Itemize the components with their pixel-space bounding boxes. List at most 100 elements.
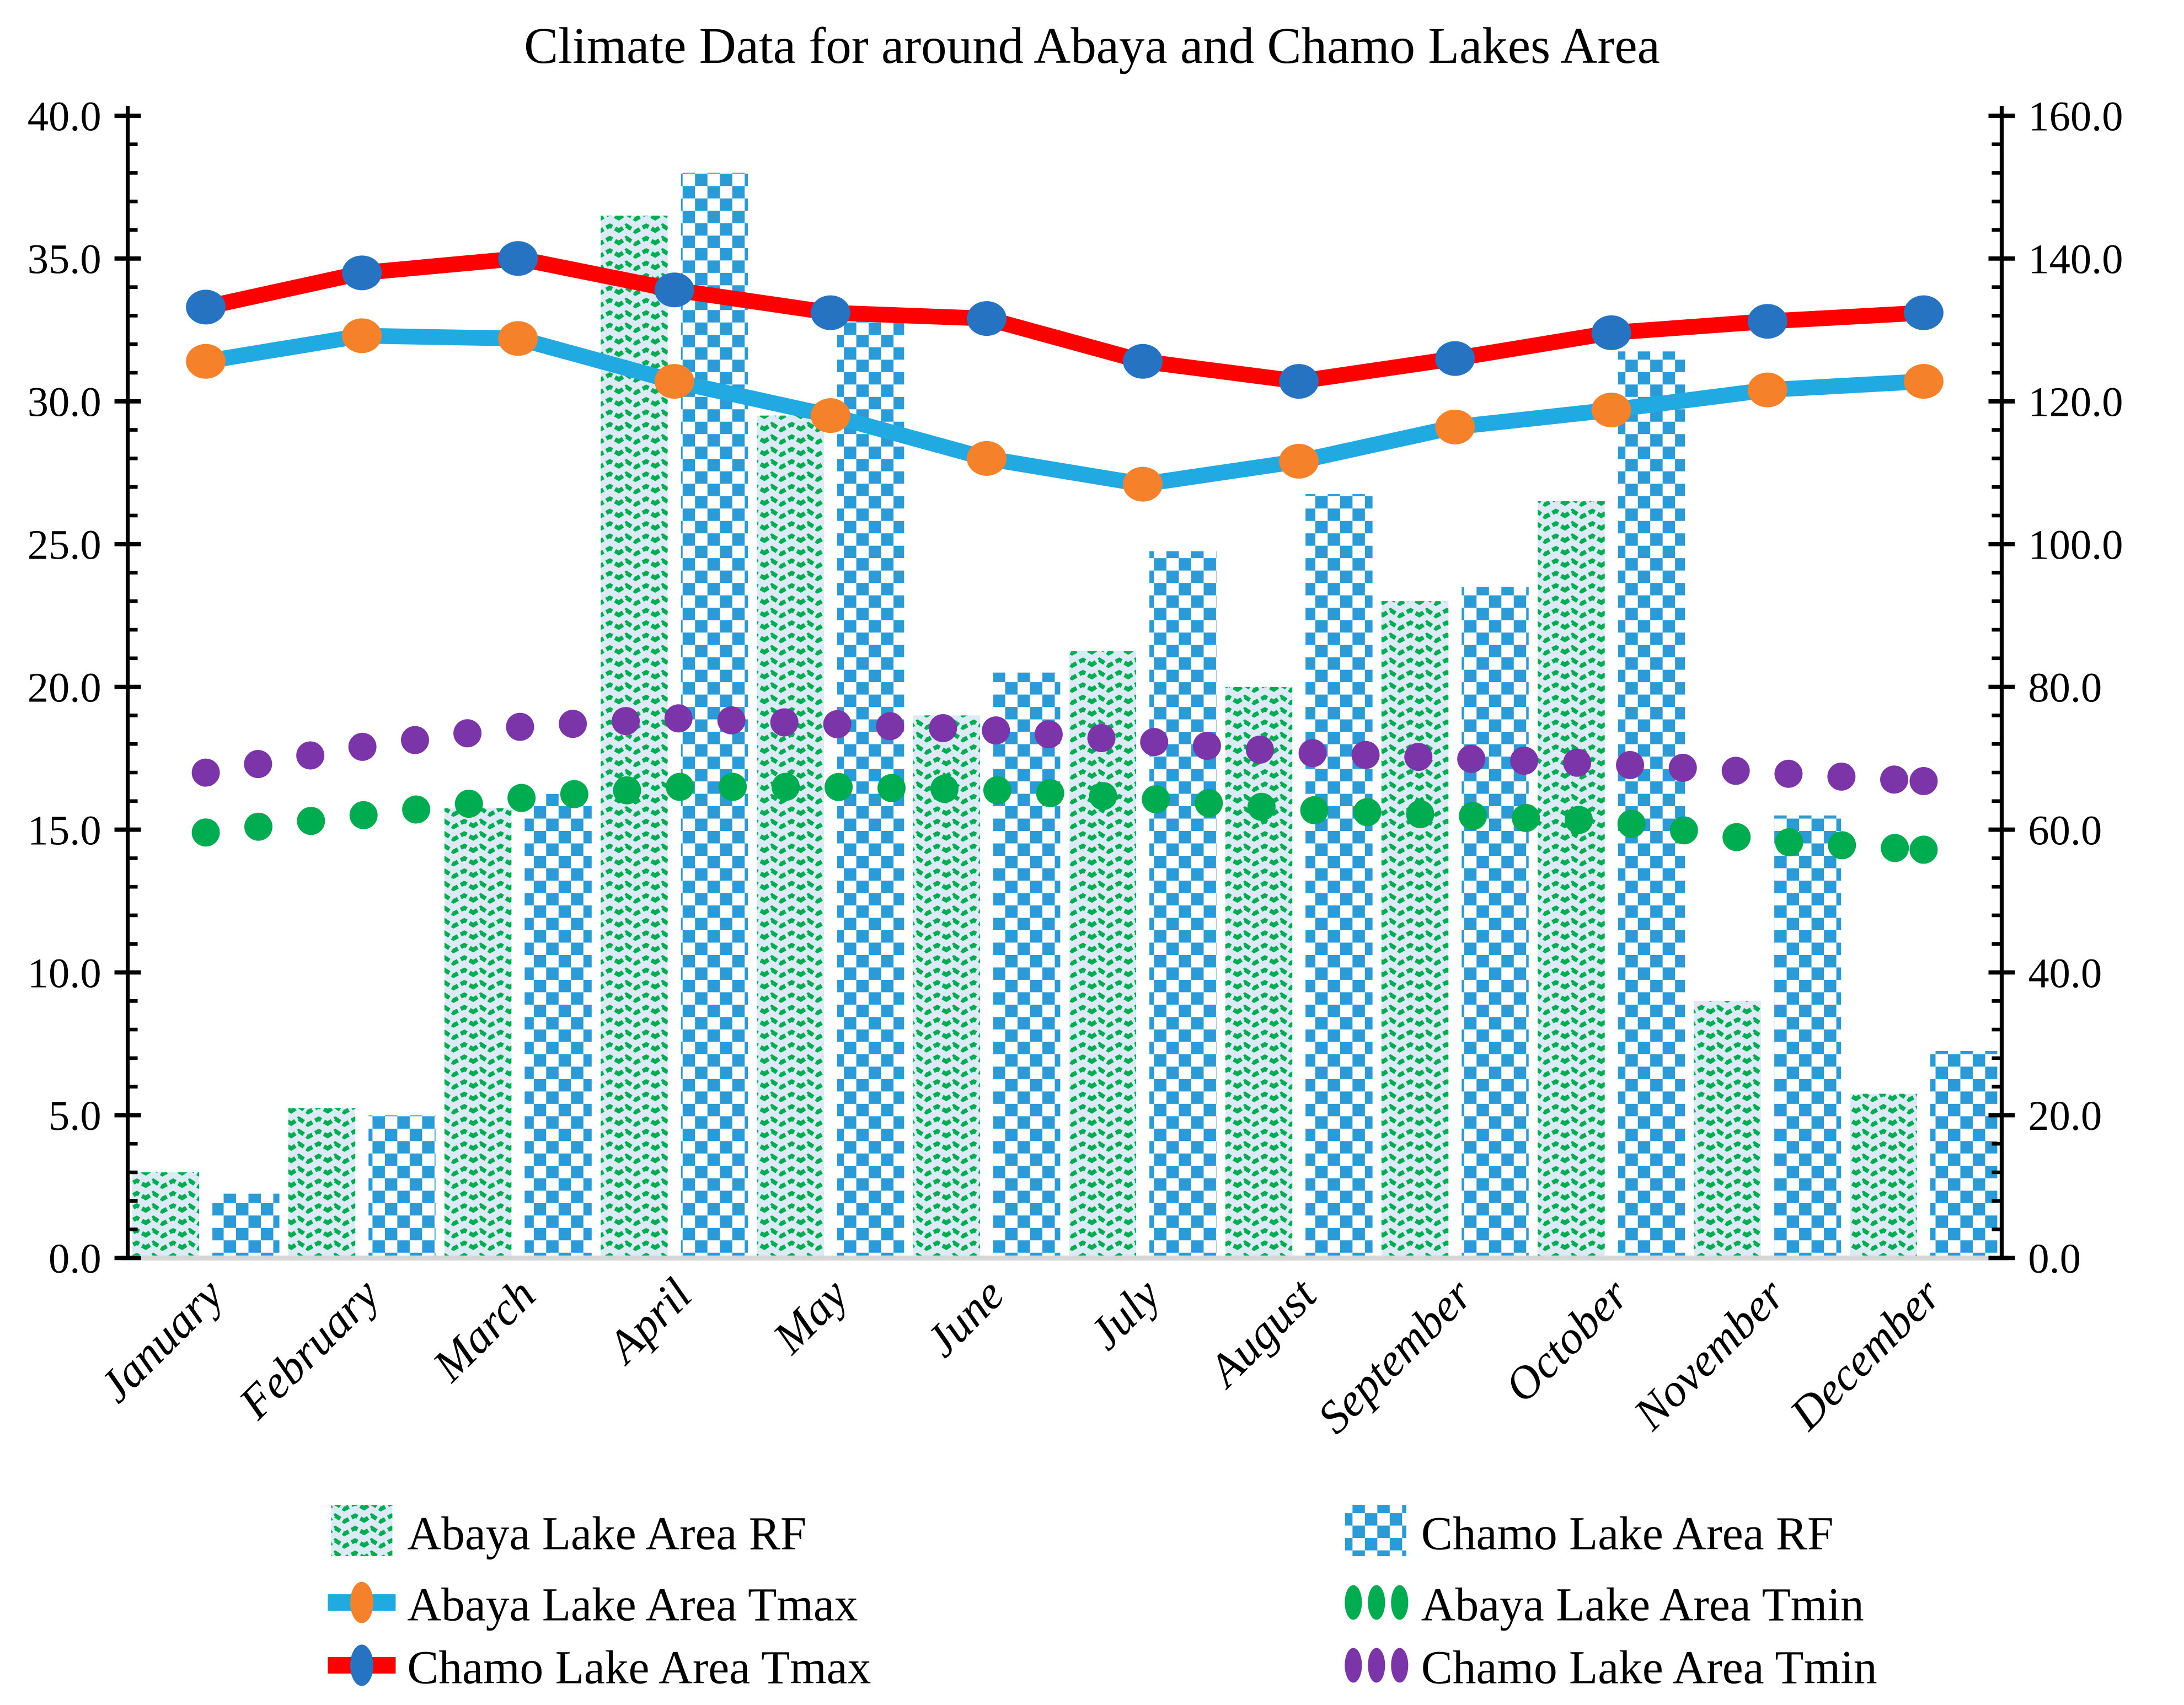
left-axis-tick-label: 5.0 xyxy=(49,1092,101,1139)
left-axis-tick-label: 10.0 xyxy=(28,950,101,996)
dotted-series-layer xyxy=(191,704,1938,864)
chamo-rf-bar-december[interactable] xyxy=(1930,1050,1998,1258)
chamo-lake-area-tmax-marker-december[interactable] xyxy=(1903,295,1944,330)
month-label-october: October xyxy=(1495,1269,1639,1413)
abaya-lake-area-tmax-marker-october[interactable] xyxy=(1591,392,1631,427)
left-axis-tick-label: 0.0 xyxy=(49,1235,101,1282)
abaya-rf-bar-november[interactable] xyxy=(1694,1001,1761,1258)
right-axis-tick-label: 160.0 xyxy=(2028,93,2123,140)
chamo-rf-bar-august[interactable] xyxy=(1305,494,1373,1258)
left-axis-tick-label: 25.0 xyxy=(28,521,101,568)
abaya-lake-area-tmax-marker-june[interactable] xyxy=(966,441,1007,476)
legend-item-chamo-lake-area-tmin[interactable]: Chamo Lake Area Tmin xyxy=(1345,1642,1877,1694)
chamo-rf-bar-november[interactable] xyxy=(1774,815,1842,1258)
abaya-rf-bar-may[interactable] xyxy=(757,415,824,1258)
chamo-lake-area-tmax-marker-march[interactable] xyxy=(498,241,538,276)
chamo-rf-bar-october[interactable] xyxy=(1618,351,1685,1258)
month-label-september: September xyxy=(1308,1269,1482,1444)
chamo-rf-bar-march[interactable] xyxy=(524,793,592,1258)
chamo-lake-area-tmax-line[interactable] xyxy=(186,241,1944,399)
abaya-lake-area-tmax-line[interactable] xyxy=(186,318,1944,502)
abaya-lake-area-tmax-marker-may[interactable] xyxy=(810,398,850,433)
left-axis-tick-label: 40.0 xyxy=(28,93,101,140)
abaya-rf-bar-march[interactable] xyxy=(444,808,512,1258)
month-label-july: July xyxy=(1079,1269,1170,1360)
chamo-rf-bar-july[interactable] xyxy=(1149,551,1217,1258)
chamo-lake-area-tmax-marker-july[interactable] xyxy=(1123,344,1163,379)
legend-label[interactable]: Abaya Lake Area Tmax xyxy=(407,1579,858,1631)
abaya-lake-area-tmax-marker-february[interactable] xyxy=(342,318,382,353)
left-axis-tick-label: 30.0 xyxy=(28,379,101,426)
abaya-rf-bar-december[interactable] xyxy=(1850,1093,1917,1258)
legend-label[interactable]: Chamo Lake Area RF xyxy=(1421,1508,1834,1560)
right-axis-tick-label: 40.0 xyxy=(2028,950,2102,996)
chamo-rf-bar-february[interactable] xyxy=(368,1115,436,1258)
right-axis-tick-label: 140.0 xyxy=(2028,236,2123,283)
left-axis-tick-label: 35.0 xyxy=(28,236,101,283)
month-label-august: August xyxy=(1197,1268,1327,1398)
abaya-rf-bar-april[interactable] xyxy=(601,216,668,1258)
month-label-june: June xyxy=(916,1269,1014,1367)
abaya-lake-area-tmax-marker-july[interactable] xyxy=(1123,467,1163,502)
abaya-rf-bar-october[interactable] xyxy=(1538,501,1605,1258)
chamo-rf-bar-september[interactable] xyxy=(1462,587,1529,1258)
chamo-lake-area-tmax-marker-january[interactable] xyxy=(186,289,226,325)
chamo-lake-area-tmax-marker-october[interactable] xyxy=(1591,315,1631,350)
chamo-lake-area-tmin-dotted-line[interactable] xyxy=(191,704,1938,795)
right-axis-tick-label: 120.0 xyxy=(2028,379,2123,426)
abaya-lake-area-tmax-marker-september[interactable] xyxy=(1435,409,1475,444)
month-label-april: April xyxy=(596,1269,702,1374)
abaya-rf-bar-july[interactable] xyxy=(1069,651,1137,1258)
legend: Abaya Lake Area RF Chamo Lake Area RF Abay… xyxy=(328,1505,1877,1694)
abaya-lake-area-tmax-marker-august[interactable] xyxy=(1279,443,1319,479)
legend-label[interactable]: Abaya Lake Area Tmin xyxy=(1421,1579,1864,1631)
abaya-rf-bar-february[interactable] xyxy=(288,1108,356,1258)
abaya-lake-area-tmax-marker-april[interactable] xyxy=(654,364,694,399)
chamo-lake-area-tmax-marker-september[interactable] xyxy=(1435,341,1475,376)
legend-label[interactable]: Abaya Lake Area RF xyxy=(407,1508,806,1560)
abaya-rf-bar-august[interactable] xyxy=(1225,687,1293,1258)
month-label-february: February xyxy=(229,1268,389,1429)
legend-label[interactable]: Chamo Lake Area Tmin xyxy=(1421,1642,1877,1694)
chamo-lake-area-tmax-marker-may[interactable] xyxy=(810,295,850,330)
abaya-rf-bar-june[interactable] xyxy=(913,715,980,1258)
month-label-december: December xyxy=(1780,1269,1951,1440)
chamo-rf-bar-january[interactable] xyxy=(212,1193,280,1258)
abaya-lake-area-tmax-marker-march[interactable] xyxy=(498,321,538,356)
abaya-lake-area-tmax-marker-january[interactable] xyxy=(186,344,226,379)
chart-title[interactable]: Climate Data for around Abaya and Chamo … xyxy=(524,18,1660,74)
right-axis-tick-label: 60.0 xyxy=(2028,807,2102,854)
month-label-january: January xyxy=(89,1268,233,1412)
right-axis-tick-label: 80.0 xyxy=(2028,664,2102,711)
legend-item-abaya-lake-area-tmax[interactable]: Abaya Lake Area Tmax xyxy=(328,1579,858,1631)
line-series-layer xyxy=(186,241,1944,502)
month-label-november: November xyxy=(1624,1269,1795,1440)
chamo-lake-area-tmax-marker-august[interactable] xyxy=(1279,364,1319,399)
abaya-rf-bar-january[interactable] xyxy=(132,1172,200,1258)
chamo-lake-area-tmax-marker-june[interactable] xyxy=(966,301,1007,336)
left-axis-tick-label: 20.0 xyxy=(28,664,101,711)
month-label-may: May xyxy=(763,1268,858,1363)
legend-item-abaya-lake-area-tmin[interactable]: Abaya Lake Area Tmin xyxy=(1345,1579,1864,1631)
right-axis-tick-label: 20.0 xyxy=(2028,1092,2102,1139)
right-axis-tick-label: 100.0 xyxy=(2028,521,2123,568)
chamo-lake-area-tmax-marker-february[interactable] xyxy=(342,255,382,291)
legend-item-chamo-lake-area-rf[interactable]: Chamo Lake Area RF xyxy=(1345,1505,1834,1560)
chamo-lake-area-tmax-marker-november[interactable] xyxy=(1747,304,1787,339)
axes-layer: 0.0 5.0 10.0 15.0 20.0 25.0 30.0 35.0 40.0 0.0 20.… xyxy=(28,93,2123,1282)
left-axis-tick-label: 15.0 xyxy=(28,807,101,854)
legend-item-abaya-lake-area-rf[interactable]: Abaya Lake Area RF xyxy=(331,1505,806,1560)
abaya-lake-area-tmin-dotted-line[interactable] xyxy=(191,773,1938,864)
abaya-lake-area-tmax-marker-december[interactable] xyxy=(1903,364,1944,399)
right-axis-tick-label: 0.0 xyxy=(2028,1235,2081,1282)
chamo-lake-area-tmax-marker-april[interactable] xyxy=(654,272,694,308)
abaya-lake-area-tmax-marker-november[interactable] xyxy=(1747,372,1787,408)
legend-label[interactable]: Chamo Lake Area Tmax xyxy=(407,1642,871,1694)
chamo-rf-bar-june[interactable] xyxy=(993,672,1061,1258)
legend-item-chamo-lake-area-tmax[interactable]: Chamo Lake Area Tmax xyxy=(328,1642,871,1694)
abaya-rf-bar-september[interactable] xyxy=(1381,601,1449,1258)
month-label-march: March xyxy=(422,1269,545,1392)
